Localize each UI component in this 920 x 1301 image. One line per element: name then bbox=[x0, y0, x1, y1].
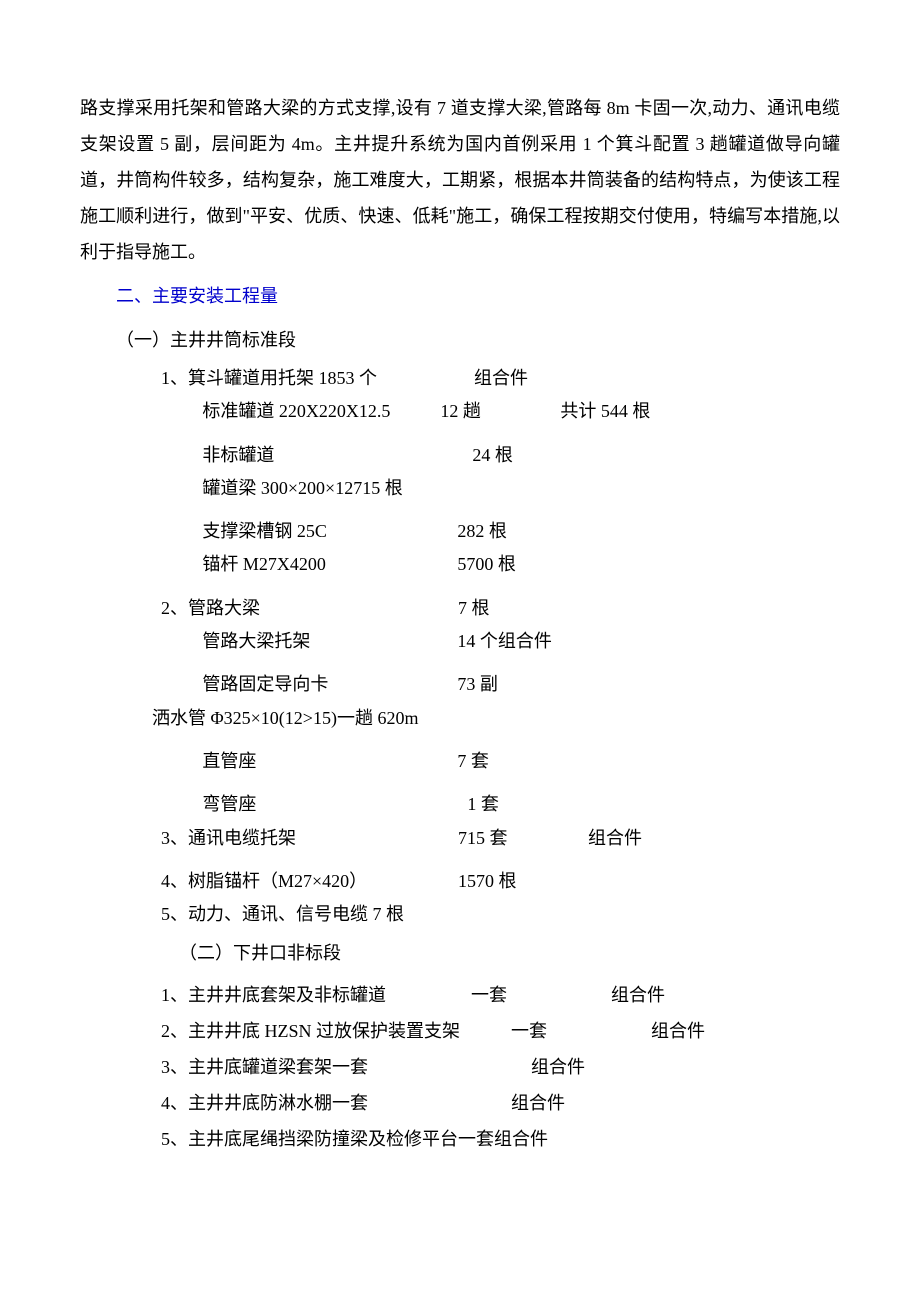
row-1-4: 罐道梁 300×200×12715 根 bbox=[202, 472, 840, 505]
cell: 管路固定导向卡 bbox=[202, 668, 457, 701]
row-2-1: 2、管路大梁 7 根 bbox=[161, 592, 840, 625]
row-1-3: 非标罐道 24 根 bbox=[202, 439, 840, 472]
cell: 5、主井底尾绳挡梁防撞梁及检修平台一套组合件 bbox=[161, 1121, 548, 1157]
cell: 1570 根 bbox=[458, 865, 517, 898]
cell: 直管座 bbox=[202, 745, 457, 778]
cell: 组合件 bbox=[588, 822, 642, 855]
cell: 管路大梁托架 bbox=[202, 625, 457, 658]
row-1-5: 支撑梁槽钢 25C 282 根 bbox=[202, 515, 840, 548]
cell: 组合件 bbox=[441, 362, 561, 395]
cell: 组合件 bbox=[651, 1013, 705, 1049]
cell: 一套 bbox=[511, 1013, 651, 1049]
cell: 罐道梁 300×200×12715 根 bbox=[202, 472, 402, 505]
row-4-1: 4、树脂锚杆（M27×420） 1570 根 bbox=[161, 865, 840, 898]
cell: 洒水管 Φ325×10(12>15)一趟 620m bbox=[152, 702, 418, 735]
cell: 282 根 bbox=[457, 515, 507, 548]
cell: 1 套 bbox=[467, 788, 499, 821]
row-1-6: 锚杆 M27X4200 5700 根 bbox=[202, 548, 840, 581]
cell: 12 趟 bbox=[440, 395, 560, 428]
cell: 标准罐道 220X220X12.5 bbox=[202, 395, 440, 428]
row-b1: 1、主井井底套架及非标罐道 一套 组合件 bbox=[161, 977, 840, 1013]
row-b2: 2、主井井底 HZSN 过放保护装置支架 一套 组合件 bbox=[161, 1013, 840, 1049]
row-b5: 5、主井底尾绳挡梁防撞梁及检修平台一套组合件 bbox=[161, 1121, 840, 1157]
row-2-4: 洒水管 Φ325×10(12>15)一趟 620m bbox=[152, 702, 840, 735]
row-2-3: 管路固定导向卡 73 副 bbox=[202, 668, 840, 701]
cell: 2、主井井底 HZSN 过放保护装置支架 bbox=[161, 1013, 511, 1049]
cell: 一套 bbox=[471, 977, 611, 1013]
row-2-5: 直管座 7 套 bbox=[202, 745, 840, 778]
row-5-1: 5、动力、通讯、信号电缆 7 根 bbox=[161, 898, 840, 931]
subsection-1-heading: （一）主井井筒标准段 bbox=[80, 322, 840, 358]
cell: 24 根 bbox=[472, 439, 513, 472]
subsection-2-heading: （二）下井口非标段 bbox=[179, 937, 840, 970]
cell: 14 个组合件 bbox=[457, 625, 552, 658]
row-2-2: 管路大梁托架 14 个组合件 bbox=[202, 625, 840, 658]
cell: 共计 544 根 bbox=[560, 395, 650, 428]
cell: 组合件 bbox=[531, 1049, 585, 1085]
cell: 2、管路大梁 bbox=[161, 592, 458, 625]
cell: 4、树脂锚杆（M27×420） bbox=[161, 865, 458, 898]
cell: 715 套 bbox=[458, 822, 588, 855]
cell: 5、动力、通讯、信号电缆 7 根 bbox=[161, 898, 404, 931]
row-2-6: 弯管座 1 套 bbox=[202, 788, 840, 821]
row-b4: 4、主井井底防淋水棚一套 组合件 bbox=[161, 1085, 840, 1121]
cell: 支撑梁槽钢 25C bbox=[202, 515, 457, 548]
cell: 7 根 bbox=[458, 592, 490, 625]
cell: 1、主井井底套架及非标罐道 bbox=[161, 977, 471, 1013]
row-3-1: 3、通讯电缆托架 715 套 组合件 bbox=[161, 822, 840, 855]
row-b3: 3、主井底罐道梁套架一套 组合件 bbox=[161, 1049, 840, 1085]
cell: 73 副 bbox=[457, 668, 498, 701]
cell: 非标罐道 bbox=[202, 439, 472, 472]
section-2-heading: 二、主要安装工程量 bbox=[80, 278, 840, 314]
cell: 组合件 bbox=[511, 1085, 565, 1121]
cell: 4、主井井底防淋水棚一套 bbox=[161, 1085, 511, 1121]
intro-paragraph: 路支撑采用托架和管路大梁的方式支撑,设有 7 道支撑大梁,管路每 8m 卡固一次… bbox=[80, 90, 840, 270]
cell: 锚杆 M27X4200 bbox=[202, 548, 457, 581]
cell: 3、主井底罐道梁套架一套 bbox=[161, 1049, 531, 1085]
row-1-2: 标准罐道 220X220X12.5 12 趟 共计 544 根 bbox=[202, 395, 840, 428]
cell: 5700 根 bbox=[457, 548, 516, 581]
cell: 1、箕斗罐道用托架 1853 个 bbox=[161, 362, 441, 395]
cell: 7 套 bbox=[457, 745, 489, 778]
cell: 弯管座 bbox=[202, 788, 467, 821]
row-1-1: 1、箕斗罐道用托架 1853 个 组合件 bbox=[161, 362, 840, 395]
cell: 组合件 bbox=[611, 977, 665, 1013]
cell: 3、通讯电缆托架 bbox=[161, 822, 458, 855]
